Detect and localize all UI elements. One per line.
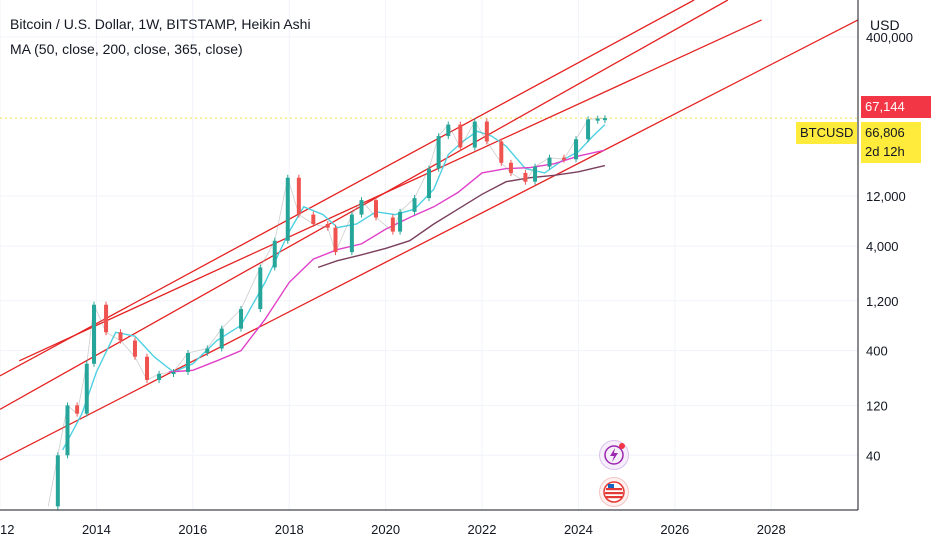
- price-path: [47, 117, 605, 507]
- time-tick-label: 2012: [0, 522, 14, 537]
- candle: [398, 211, 403, 232]
- time-axis[interactable]: 2012 2014 2016 2018 2020 2022 2024 2026 2028: [0, 522, 786, 537]
- candle: [446, 124, 451, 137]
- candle: [458, 124, 463, 148]
- price-tick-label: 4,000: [866, 239, 899, 254]
- moving-average-line: [168, 149, 606, 373]
- candle: [132, 340, 137, 357]
- time-tick-label: 2020: [371, 522, 400, 537]
- candle: [508, 162, 513, 173]
- time-tick-label: 2016: [178, 522, 207, 537]
- candle: [373, 200, 378, 218]
- high-price-tag: 67,144: [861, 96, 931, 118]
- time-tick-label: 2024: [564, 522, 593, 537]
- chart-title[interactable]: Bitcoin / U.S. Dollar, 1W, BITSTAMP, Hei…: [10, 16, 311, 32]
- candle: [523, 172, 528, 182]
- candle: [239, 309, 244, 329]
- price-tick-label: 400,000: [866, 30, 913, 45]
- moving-average-line: [62, 124, 606, 451]
- candle: [390, 217, 395, 232]
- candle: [205, 348, 210, 354]
- candle: [586, 119, 591, 140]
- candle: [171, 372, 176, 375]
- price-tick-label: 40: [866, 448, 880, 463]
- candle: [427, 168, 431, 199]
- channel-line: [0, 19, 859, 461]
- time-tick-label: 2018: [275, 522, 304, 537]
- price-tick-label: 120: [866, 398, 888, 413]
- candle: [104, 304, 109, 333]
- candle: [84, 363, 89, 414]
- time-tick-label: 2026: [660, 522, 689, 537]
- candle: [145, 356, 150, 380]
- candle: [484, 121, 489, 142]
- regression-channel-lines: [0, 0, 859, 461]
- bar-countdown-tag: 2d 12h: [861, 141, 921, 163]
- candle: [157, 373, 162, 380]
- candle: [118, 332, 123, 341]
- candle: [65, 405, 70, 456]
- candle: [533, 166, 538, 182]
- grid-lines: [0, 0, 858, 510]
- price-axis[interactable]: 40 120 400 1,200 4,000 12,000 400,000: [866, 30, 913, 463]
- candle: [436, 136, 441, 169]
- us-flag-icon[interactable]: [599, 477, 629, 507]
- time-tick-label: 2014: [82, 522, 111, 537]
- lightning-icon[interactable]: [599, 440, 629, 470]
- time-tick-label: 2022: [468, 522, 497, 537]
- candle: [311, 214, 316, 225]
- channel-line: [19, 19, 762, 362]
- candle: [296, 177, 301, 215]
- candle: [349, 214, 354, 253]
- time-tick-label: 2028: [757, 522, 786, 537]
- last-price-tag: 66,806: [861, 122, 921, 144]
- candle: [359, 200, 364, 215]
- symbol-tag: BTCUSD: [796, 122, 858, 144]
- candle: [547, 157, 552, 167]
- candle: [574, 139, 579, 160]
- candle: [412, 198, 417, 212]
- candle: [185, 353, 190, 373]
- channel-line: [0, 0, 729, 410]
- moving-average-line: [317, 164, 606, 269]
- candle: [472, 121, 477, 148]
- candle: [91, 304, 96, 364]
- price-tick-label: 1,200: [866, 294, 899, 309]
- candle: [272, 240, 277, 268]
- candle: [55, 455, 60, 507]
- candle: [75, 405, 80, 414]
- candle: [499, 141, 504, 163]
- moving-average-lines: [62, 124, 606, 451]
- channel-line: [0, 0, 695, 377]
- candle: [595, 118, 600, 121]
- candle: [258, 267, 263, 310]
- candle: [285, 177, 290, 241]
- candle: [333, 227, 338, 253]
- candle: [325, 224, 330, 228]
- price-tick-label: 12,000: [866, 189, 906, 204]
- candle: [561, 157, 566, 160]
- candle: [219, 328, 224, 349]
- price-series: [47, 115, 607, 510]
- ma-indicator-legend[interactable]: MA (50, close, 200, close, 365, close): [10, 41, 243, 57]
- currency-label[interactable]: USD: [870, 17, 900, 33]
- price-tick-label: 400: [866, 344, 888, 359]
- candle: [602, 118, 607, 121]
